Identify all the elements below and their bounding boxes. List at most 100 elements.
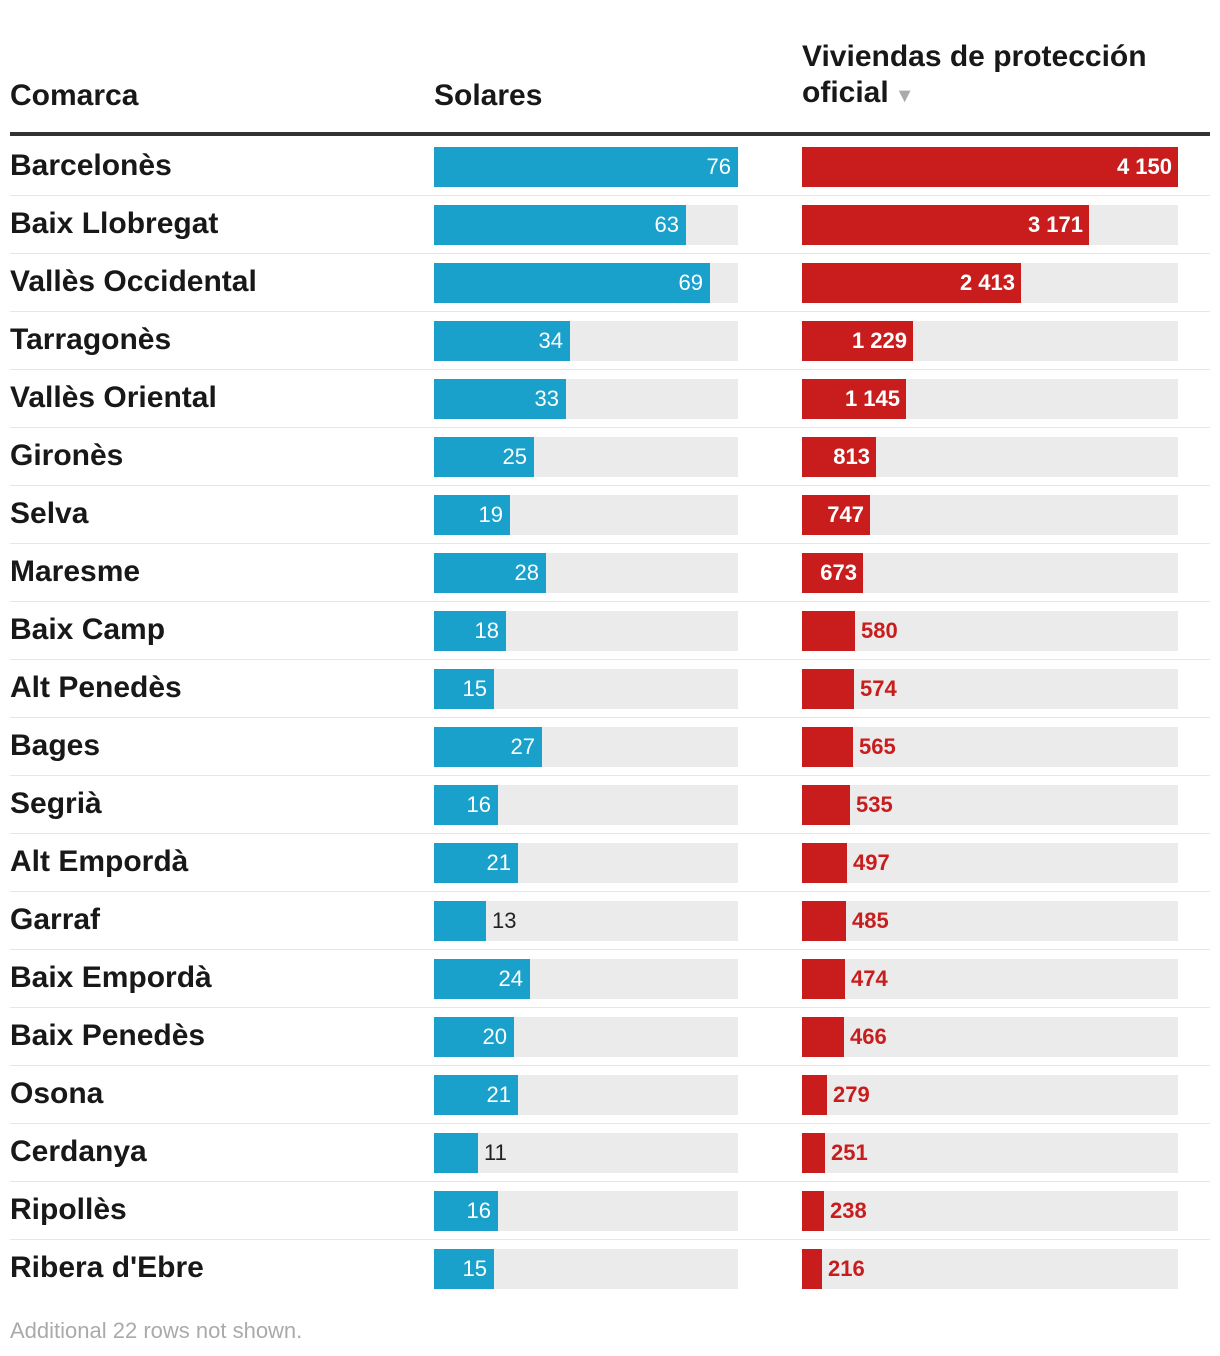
solares-bar: [434, 611, 506, 651]
viviendas-track: 4 150: [802, 147, 1178, 187]
viviendas-bar: [802, 379, 906, 419]
column-header-viviendas-label: Viviendas de protección oficial: [802, 40, 1147, 109]
solares-track: 15: [434, 669, 738, 709]
solares-bar: [434, 785, 498, 825]
comarca-name: Tarragonès: [10, 323, 172, 356]
viviendas-track: 279: [802, 1075, 1178, 1115]
solares-track: 19: [434, 495, 738, 535]
solares-bar: [434, 263, 710, 303]
solares-track: 25: [434, 437, 738, 477]
comarca-name: Ripollès: [10, 1193, 127, 1226]
solares-track: 27: [434, 727, 738, 767]
viviendas-bar: [802, 263, 1021, 303]
viviendas-track: 474: [802, 959, 1178, 999]
solares-track: 69: [434, 263, 738, 303]
viviendas-value: 279: [833, 1082, 870, 1107]
solares-track: 24: [434, 959, 738, 999]
viviendas-bar: [802, 1017, 844, 1057]
viviendas-value: 673: [820, 560, 857, 585]
viviendas-value: 485: [852, 908, 889, 933]
solares-value: 13: [492, 908, 517, 933]
solares-bar: [434, 495, 510, 535]
viviendas-value: 1 145: [844, 386, 900, 411]
solares-value: 25: [502, 444, 527, 469]
table-row: Barcelonès 76 4 150: [10, 138, 1210, 196]
solares-value: 63: [654, 212, 679, 237]
viviendas-value: 813: [833, 444, 870, 469]
solares-bar: [434, 1191, 498, 1231]
comarca-name: Vallès Occidental: [10, 265, 257, 298]
solares-value: 33: [534, 386, 559, 411]
table-row: Selva 19 747: [10, 486, 1210, 544]
column-header-viviendas[interactable]: Viviendas de protección oficial ▼: [802, 39, 1182, 114]
viviendas-track: 813: [802, 437, 1178, 477]
table-row: Vallès Occidental 69 2 413: [10, 254, 1210, 312]
comarca-name: Baix Camp: [10, 613, 166, 646]
viviendas-bar: [802, 611, 855, 651]
table-row: Garraf 13 485: [10, 892, 1210, 950]
solares-track: 21: [434, 1075, 738, 1115]
solares-value: 19: [478, 502, 503, 527]
column-header-solares[interactable]: Solares: [434, 79, 543, 112]
viviendas-track: 3 171: [802, 205, 1178, 245]
comarca-name: Maresme: [10, 555, 141, 588]
solares-track: 76: [434, 147, 738, 187]
solares-value: 34: [538, 328, 563, 353]
comarca-name: Gironès: [10, 439, 124, 472]
viviendas-bar: [802, 321, 913, 361]
viviendas-bar: [802, 901, 846, 941]
viviendas-track: 485: [802, 901, 1178, 941]
viviendas-bar: [802, 205, 1089, 245]
viviendas-bar: [802, 727, 853, 767]
comarca-name: Barcelonès: [10, 149, 172, 182]
solares-bar: [434, 959, 530, 999]
viviendas-bar: [802, 1133, 825, 1173]
viviendas-track: 673: [802, 553, 1178, 593]
viviendas-value: 238: [830, 1198, 867, 1223]
solares-track: 16: [434, 785, 738, 825]
solares-value: 15: [462, 1256, 487, 1281]
table-header: Comarca Solares Viviendas de protección …: [10, 0, 1210, 136]
table-row: Alt Penedès 15 574: [10, 660, 1210, 718]
footer-note: Additional 22 rows not shown.: [10, 1318, 303, 1343]
solares-bar: [434, 843, 518, 883]
viviendas-track: 535: [802, 785, 1178, 825]
viviendas-track: 251: [802, 1133, 1178, 1173]
solares-track: 33: [434, 379, 738, 419]
solares-value: 27: [510, 734, 535, 759]
table-body: Barcelonès 76 4 150 Baix Llobregat 63 3 171 Va…: [10, 138, 1210, 1298]
solares-bar: [434, 901, 486, 941]
table-row: Tarragonès 34 1 229: [10, 312, 1210, 370]
solares-bar: [434, 379, 566, 419]
solares-bar: [434, 727, 542, 767]
solares-bar: [434, 1133, 478, 1173]
solares-track: 20: [434, 1017, 738, 1057]
solares-value: 21: [486, 850, 511, 875]
viviendas-track: 216: [802, 1249, 1178, 1289]
sort-descending-icon[interactable]: ▼: [894, 85, 915, 107]
comarca-name: Garraf: [10, 903, 101, 936]
solares-bar: [434, 669, 494, 709]
viviendas-value: 497: [853, 850, 890, 875]
table-row: Vallès Oriental 33 1 145: [10, 370, 1210, 428]
solares-track: 28: [434, 553, 738, 593]
column-header-comarca[interactable]: Comarca: [10, 79, 139, 112]
viviendas-bar: [802, 147, 1178, 187]
comarca-name: Baix Penedès: [10, 1019, 206, 1052]
solares-value: 18: [474, 618, 499, 643]
table-row: Bages 27 565: [10, 718, 1210, 776]
solares-track: 21: [434, 843, 738, 883]
viviendas-value: 216: [828, 1256, 865, 1281]
table-row: Ribera d'Ebre 15 216: [10, 1240, 1210, 1298]
solares-track: 18: [434, 611, 738, 651]
viviendas-bar: [802, 843, 847, 883]
viviendas-track: 574: [802, 669, 1178, 709]
comarca-name: Baix Llobregat: [10, 207, 219, 240]
table-row: Baix Penedès 20 466: [10, 1008, 1210, 1066]
viviendas-track: 466: [802, 1017, 1178, 1057]
solares-bar: [434, 205, 686, 245]
viviendas-bar: [802, 1075, 827, 1115]
viviendas-track: 238: [802, 1191, 1178, 1231]
viviendas-value: 2 413: [959, 270, 1015, 295]
solares-value: 11: [484, 1140, 507, 1165]
